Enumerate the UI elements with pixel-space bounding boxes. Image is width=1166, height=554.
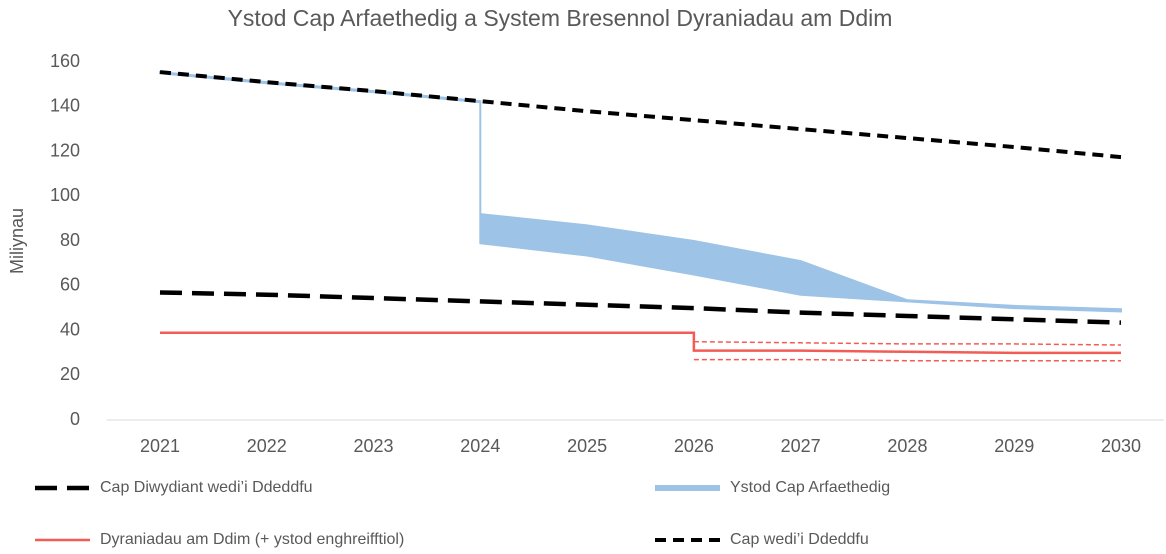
x-tick-label: 2024 xyxy=(460,436,500,456)
x-tick-label: 2023 xyxy=(354,436,394,456)
x-tick-label: 2029 xyxy=(994,436,1034,456)
y-tick-label: 0 xyxy=(70,409,80,429)
y-axis-label: Miliynau xyxy=(7,208,27,274)
x-tick-label: 2022 xyxy=(247,436,287,456)
y-tick-label: 40 xyxy=(60,319,80,339)
y-tick-label: 80 xyxy=(60,230,80,250)
x-tick-label: 2027 xyxy=(781,436,821,456)
range-band xyxy=(158,70,1122,313)
legend-label: Cap Diwydiant wedi’i Ddeddfu xyxy=(100,479,313,496)
legend-label: Ystod Cap Arfaethedig xyxy=(730,479,890,496)
series-line xyxy=(693,340,1121,346)
y-tick-label: 20 xyxy=(60,364,80,384)
y-tick-label: 140 xyxy=(50,96,80,116)
series-line xyxy=(159,290,1122,325)
x-tick-label: 2030 xyxy=(1101,436,1141,456)
series-line xyxy=(159,331,1121,355)
x-tick-label: 2026 xyxy=(674,436,714,456)
chart-title: Ystod Cap Arfaethedig a System Bresennol… xyxy=(228,5,893,31)
y-tick-label: 120 xyxy=(50,140,80,160)
x-tick-label: 2028 xyxy=(887,436,927,456)
y-tick-label: 60 xyxy=(60,275,80,295)
x-tick-label: 2025 xyxy=(567,436,607,456)
y-tick-label: 160 xyxy=(50,51,80,71)
legend-label: Dyraniadau am Ddim (+ ystod enghreifftio… xyxy=(100,531,404,548)
x-tick-label: 2021 xyxy=(140,436,180,456)
series-line xyxy=(693,358,1121,362)
series-line xyxy=(159,70,1122,160)
legend-label: Cap wedi’i Ddeddfu xyxy=(730,531,869,548)
y-tick-label: 100 xyxy=(50,185,80,205)
